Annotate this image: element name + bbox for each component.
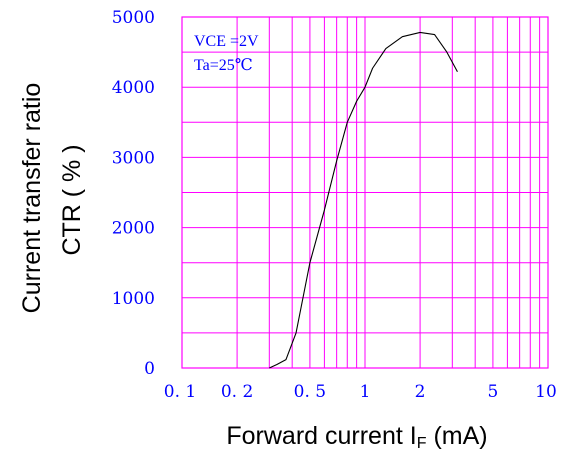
- tick-label-layer: 0 1000 2000 3000 4000 5000 0. 1 0. 2 0. 5 1 2 5 10: [112, 8, 557, 402]
- data-point: [276, 364, 277, 365]
- data-point: [385, 48, 386, 49]
- annotation-layer: VCE =2V Ta=25℃: [194, 33, 259, 74]
- data-point: [296, 333, 297, 334]
- data-point: [324, 210, 325, 211]
- data-point: [336, 161, 337, 162]
- annotation-ta: Ta=25℃: [194, 57, 253, 74]
- data-point: [457, 71, 458, 72]
- x-axis-title-unit: (mA): [427, 422, 488, 450]
- x-axis-title: Forward current IF (mA): [226, 422, 487, 452]
- y-tick-label: 4000: [112, 78, 155, 98]
- plot-frame: [181, 16, 549, 369]
- y-axis-title-line2: CTR ( % ): [58, 144, 86, 255]
- data-point: [420, 32, 421, 33]
- ctr-curve-series-0: [269, 31, 458, 369]
- data-point: [356, 101, 357, 102]
- y-tick-label: 2000: [112, 219, 155, 239]
- annotation-vce: VCE =2V: [194, 33, 259, 50]
- x-tick-label: 0. 2: [221, 382, 253, 402]
- data-point: [372, 68, 373, 69]
- y-tick-label: 5000: [112, 8, 155, 28]
- data-point: [286, 359, 287, 360]
- x-tick-label: 10: [535, 382, 557, 402]
- y-tick-label: 3000: [112, 148, 155, 168]
- data-point: [446, 52, 447, 53]
- data-point: [310, 262, 311, 263]
- axis-title-layer: Forward current IF (mA) Current transfer …: [18, 83, 488, 452]
- x-tick-label: 0. 1: [164, 382, 196, 402]
- y-tick-label: 0: [144, 359, 155, 379]
- data-point: [347, 122, 348, 123]
- y-tick-label: 1000: [112, 289, 155, 309]
- y-axis-title-line1: Current transfer ratio: [18, 83, 46, 314]
- data-point: [269, 368, 270, 369]
- data-point: [365, 87, 366, 88]
- curve-layer: [269, 31, 458, 369]
- x-tick-label: 5: [487, 382, 498, 402]
- data-point: [402, 36, 403, 37]
- data-point: [434, 34, 435, 35]
- x-axis-title-subscript: F: [417, 435, 427, 452]
- x-tick-label: 0. 5: [294, 382, 326, 402]
- x-axis-title-main: Forward current I: [226, 422, 416, 450]
- x-tick-label: 2: [415, 382, 426, 402]
- grid-layer: [181, 16, 549, 369]
- x-tick-label: 1: [360, 382, 371, 402]
